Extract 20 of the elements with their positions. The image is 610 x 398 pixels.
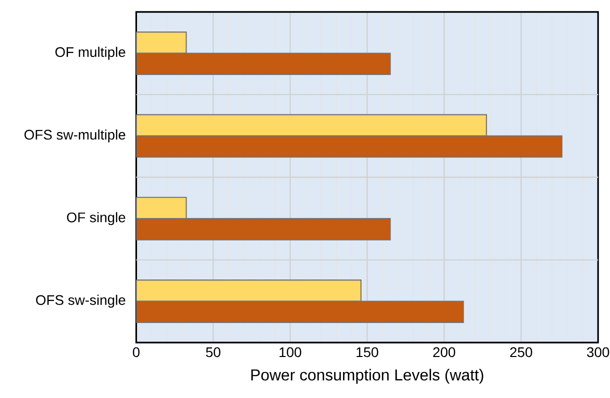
bar	[136, 300, 464, 324]
bar	[136, 32, 187, 54]
y-tick-label: OF multiple	[55, 46, 126, 60]
x-tick-label: 100	[280, 347, 302, 358]
x-tick-label: 150	[356, 347, 378, 358]
x-tick-label: 50	[206, 347, 220, 358]
y-tick-label: OFS sw-multiple	[24, 130, 126, 143]
bar	[136, 218, 391, 241]
bar	[136, 280, 362, 302]
x-tick-label: 200	[433, 347, 456, 358]
bar	[136, 52, 391, 76]
bar	[136, 114, 487, 137]
y-tick-label: OFS sw-single	[36, 294, 126, 308]
x-tick-label: 250	[510, 347, 532, 358]
x-tick-label: 0	[132, 347, 140, 358]
x-tick-label: 300	[586, 347, 610, 358]
bar	[136, 136, 562, 158]
bar	[136, 197, 187, 220]
x-axis-title: Power consumption Levels (watt)	[251, 369, 484, 384]
y-tick-label: OF single	[66, 212, 126, 226]
